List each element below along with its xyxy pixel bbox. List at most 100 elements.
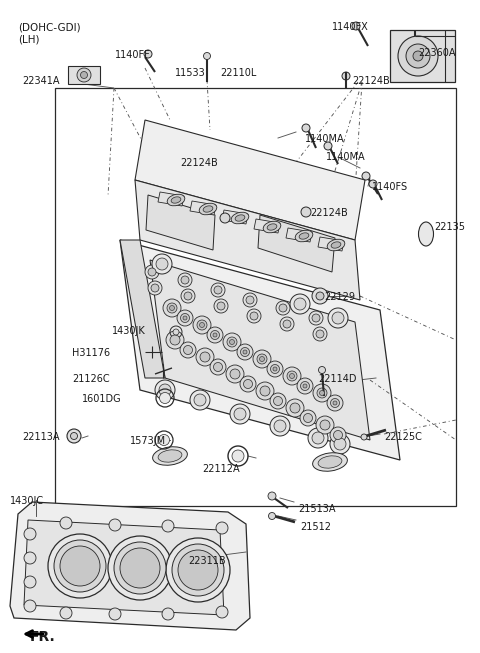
- Circle shape: [181, 276, 189, 284]
- Circle shape: [240, 376, 256, 392]
- Text: 1140FX: 1140FX: [332, 22, 369, 32]
- Ellipse shape: [263, 221, 281, 233]
- Circle shape: [190, 390, 210, 410]
- Circle shape: [159, 392, 170, 404]
- Text: 1430JC: 1430JC: [10, 496, 44, 506]
- Circle shape: [151, 284, 159, 292]
- Circle shape: [280, 317, 294, 331]
- Circle shape: [320, 390, 324, 396]
- Circle shape: [211, 330, 219, 340]
- Circle shape: [234, 408, 246, 420]
- Circle shape: [369, 180, 377, 188]
- Circle shape: [260, 357, 264, 362]
- Text: 21513A: 21513A: [298, 504, 336, 514]
- Circle shape: [184, 292, 192, 300]
- Circle shape: [214, 362, 223, 372]
- Circle shape: [24, 552, 36, 564]
- Circle shape: [166, 331, 184, 349]
- Polygon shape: [146, 195, 215, 250]
- Circle shape: [309, 311, 323, 325]
- Circle shape: [197, 320, 207, 330]
- Circle shape: [289, 374, 295, 379]
- Text: (DOHC-GDI): (DOHC-GDI): [18, 22, 81, 32]
- Circle shape: [361, 434, 367, 440]
- Circle shape: [196, 348, 214, 366]
- Circle shape: [213, 333, 217, 337]
- Circle shape: [243, 379, 252, 389]
- Ellipse shape: [203, 206, 213, 212]
- Circle shape: [279, 304, 287, 312]
- Circle shape: [159, 384, 171, 396]
- Circle shape: [332, 312, 344, 324]
- Circle shape: [268, 513, 276, 520]
- Ellipse shape: [199, 203, 217, 215]
- Circle shape: [334, 438, 346, 450]
- Circle shape: [320, 420, 330, 430]
- Circle shape: [243, 350, 247, 354]
- Circle shape: [232, 450, 244, 462]
- Circle shape: [77, 68, 91, 82]
- Circle shape: [260, 386, 270, 396]
- Text: H31176: H31176: [72, 348, 110, 358]
- Text: 22135: 22135: [434, 222, 465, 232]
- Circle shape: [210, 359, 226, 375]
- Circle shape: [230, 369, 240, 379]
- Text: 21512: 21512: [300, 522, 331, 532]
- Polygon shape: [318, 237, 344, 251]
- Circle shape: [217, 302, 225, 310]
- Circle shape: [312, 314, 320, 322]
- Circle shape: [276, 301, 290, 315]
- Polygon shape: [286, 228, 312, 242]
- Circle shape: [183, 345, 192, 355]
- Circle shape: [24, 528, 36, 540]
- Circle shape: [328, 308, 348, 328]
- Circle shape: [156, 258, 168, 270]
- Text: 1140FF: 1140FF: [115, 50, 151, 60]
- Circle shape: [301, 207, 311, 217]
- Circle shape: [181, 289, 195, 303]
- Polygon shape: [150, 260, 370, 440]
- Circle shape: [48, 534, 112, 598]
- Circle shape: [313, 327, 327, 341]
- Circle shape: [120, 548, 160, 588]
- Circle shape: [406, 44, 430, 68]
- Circle shape: [183, 316, 187, 320]
- Circle shape: [316, 416, 334, 434]
- Polygon shape: [24, 520, 224, 615]
- Ellipse shape: [153, 447, 187, 465]
- Circle shape: [193, 316, 211, 334]
- Ellipse shape: [171, 197, 181, 203]
- Circle shape: [227, 337, 237, 347]
- Circle shape: [247, 309, 261, 323]
- Circle shape: [109, 608, 121, 620]
- Text: 22360A: 22360A: [418, 48, 456, 58]
- Text: 22114D: 22114D: [318, 374, 357, 384]
- Polygon shape: [120, 240, 400, 460]
- Bar: [55, 88, 456, 506]
- Circle shape: [178, 273, 192, 287]
- Circle shape: [312, 432, 324, 444]
- Circle shape: [283, 367, 301, 385]
- Circle shape: [237, 344, 253, 360]
- Circle shape: [398, 36, 438, 76]
- Text: 1140MA: 1140MA: [305, 134, 345, 144]
- Ellipse shape: [312, 453, 348, 471]
- Circle shape: [60, 517, 72, 529]
- Circle shape: [283, 320, 291, 328]
- Text: 22110L: 22110L: [220, 68, 256, 78]
- Circle shape: [303, 384, 307, 388]
- Circle shape: [170, 335, 180, 345]
- Circle shape: [256, 382, 274, 400]
- Circle shape: [257, 354, 267, 364]
- Circle shape: [204, 52, 211, 59]
- Circle shape: [243, 293, 257, 307]
- Polygon shape: [190, 201, 216, 215]
- Ellipse shape: [158, 450, 182, 462]
- Circle shape: [230, 404, 250, 424]
- Text: 22124B: 22124B: [180, 158, 218, 168]
- Circle shape: [316, 292, 324, 300]
- Polygon shape: [222, 210, 248, 224]
- Circle shape: [319, 366, 325, 374]
- Text: 22341A: 22341A: [22, 76, 60, 86]
- Circle shape: [271, 364, 279, 374]
